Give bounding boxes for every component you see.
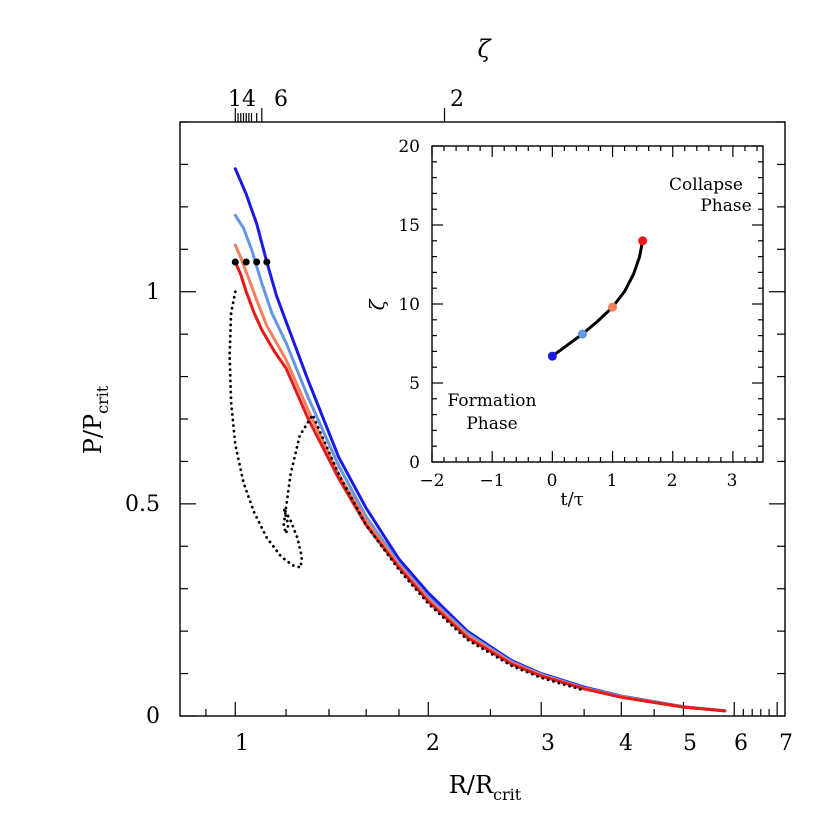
inset-point-1 <box>577 329 587 339</box>
x-tick-label: 4 <box>619 731 633 756</box>
inset-annotation-formation-phase: Phase <box>466 414 517 434</box>
marker-point <box>231 258 239 266</box>
y-axis-label-sub: crit <box>93 385 112 414</box>
main-series-group <box>228 167 727 713</box>
inset-series-group <box>547 236 648 361</box>
inset-x-tick-label: −2 <box>419 471 444 491</box>
top-tick-label: 6 <box>274 87 288 112</box>
inset-y-tick-label: 5 <box>409 374 420 394</box>
marker-point <box>263 258 271 266</box>
marker-point <box>253 258 261 266</box>
inset-point-2 <box>608 302 618 312</box>
main-axis-ticks <box>180 108 785 717</box>
inset-x-tick-label: 3 <box>727 471 738 491</box>
inset-point-3 <box>638 236 648 246</box>
y-tick-label: 0 <box>146 704 160 729</box>
y-tick-label: 1 <box>146 280 160 305</box>
x-axis-label: R/Rcrit <box>449 771 522 804</box>
inset-y-tick-label: 0 <box>409 453 420 473</box>
inset-background <box>432 146 763 462</box>
x-tick-label: 6 <box>734 731 748 756</box>
marker-point <box>242 258 250 266</box>
inset-point-0 <box>547 351 557 361</box>
inset-annotation-formation: Formation <box>448 391 537 411</box>
inset-y-tick-label: 15 <box>398 216 420 236</box>
x-tick-label: 2 <box>426 731 440 756</box>
inset-x-tick-label: −1 <box>479 471 504 491</box>
series-line-4 <box>228 290 586 692</box>
inset-y-tick-label: 10 <box>398 295 420 315</box>
inset-annotation-collapse-phase: Phase <box>700 196 751 216</box>
inset-annotation-collapse: Collapse <box>669 175 743 195</box>
top-tick-label: 14 <box>228 87 256 112</box>
y-axis-label: P/Pcrit <box>79 385 112 454</box>
inset-x-tick-label: 0 <box>547 471 558 491</box>
x-tick-label: 1 <box>235 731 249 756</box>
top-axis-label: ζ <box>477 35 492 63</box>
top-tick-label: 2 <box>450 87 464 112</box>
series-line-3 <box>233 260 727 713</box>
inset-x-tick-label: 2 <box>667 471 678 491</box>
y-tick-label: 0.5 <box>125 492 160 517</box>
y-axis-label-main: P/P <box>79 414 107 454</box>
x-tick-label: 5 <box>683 731 697 756</box>
x-tick-label: 7 <box>779 731 793 756</box>
main-markers-group <box>231 258 271 266</box>
x-axis-label-main: R/R <box>449 771 494 799</box>
inset-y-axis-label: ζ <box>365 298 389 310</box>
x-tick-label: 3 <box>541 731 555 756</box>
x-axis-label-sub: crit <box>493 785 522 804</box>
inset-x-tick-label: 1 <box>607 471 618 491</box>
inset-axis-ticks <box>431 145 763 463</box>
inset-y-tick-label: 20 <box>398 137 420 157</box>
inset-x-axis-label: t/τ <box>560 489 583 510</box>
